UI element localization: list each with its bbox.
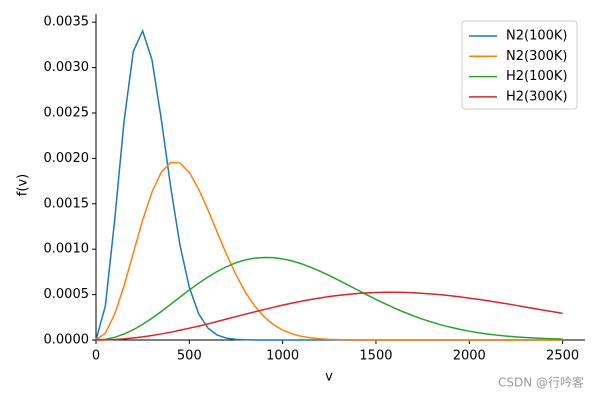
legend-label: H2(100K) xyxy=(506,69,568,84)
x-tick-label: 2000 xyxy=(453,349,486,364)
line-series xyxy=(95,291,563,341)
y-tick-label: 0.0020 xyxy=(44,151,90,166)
line-series xyxy=(95,256,563,341)
y-tick-label: 0.0000 xyxy=(44,333,90,348)
y-axis-label: f(v) xyxy=(16,174,31,196)
x-tick-label: 0 xyxy=(92,349,100,364)
x-tick-label: 500 xyxy=(177,349,202,364)
y-tick-label: 0.0010 xyxy=(44,242,90,257)
y-tick-label: 0.0035 xyxy=(44,15,90,30)
y-tick-label: 0.0015 xyxy=(44,196,90,211)
x-tick-label: 1000 xyxy=(266,349,299,364)
y-tick-label: 0.0030 xyxy=(44,60,90,75)
legend-label: N2(300K) xyxy=(506,49,567,64)
y-tick-label: 0.0025 xyxy=(44,105,90,120)
x-axis-label: v xyxy=(325,370,333,385)
legend-box xyxy=(461,20,578,110)
x-tick-label: 1500 xyxy=(359,349,392,364)
watermark: CSDN @行吟客 xyxy=(498,375,584,390)
y-tick-label: 0.0005 xyxy=(44,287,90,302)
line-series xyxy=(95,161,563,341)
x-tick-label: 2500 xyxy=(546,349,579,364)
legend-label: H2(300K) xyxy=(506,89,568,104)
legend-label: N2(100K) xyxy=(506,29,567,44)
